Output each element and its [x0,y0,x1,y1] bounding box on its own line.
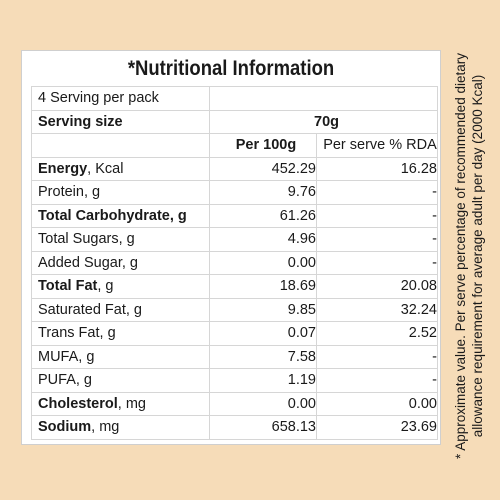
serving-size-row: Serving size 70g [31,109,438,134]
column-header-row: Per 100g Per serve % RDA [31,133,438,158]
table-row-sodium: Sodium, mg 658.13 23.69 [31,415,438,440]
nutrient-name: Sodium, mg [31,415,210,440]
nutrient-rda: 20.08 [316,274,438,299]
nutrient-name: PUFA, g [31,368,210,393]
nutrient-name: Cholesterol, mg [31,391,210,416]
table-row-energy: Energy, Kcal 452.29 16.28 [31,156,438,181]
nutrient-name: Total Fat, g [31,274,210,299]
servings-per-pack: 4 Serving per pack [31,86,210,111]
nutrient-rda: 0.00 [316,391,438,416]
table-row-saturated-fat: Saturated Fat, g 9.85 32.24 [31,297,438,322]
column-header-empty [31,133,210,158]
nutrition-table: 4 Serving per pack Serving size 70g Per … [31,86,438,440]
nutrient-rda: - [316,203,438,228]
nutrient-per-100g: 61.26 [209,203,317,228]
table-row-added-sugar: Added Sugar, g 0.00 - [31,250,438,275]
nutrient-rda: - [316,368,438,393]
nutrient-per-100g: 9.85 [209,297,317,322]
table-row-total-carbohydrate: Total Carbohydrate, g 61.26 - [31,203,438,228]
nutrient-name: MUFA, g [31,344,210,369]
nutrient-per-100g: 7.58 [209,344,317,369]
rda-footnote: * Approximate value. Per serve percentag… [452,46,486,466]
table-row-trans-fat: Trans Fat, g 0.07 2.52 [31,321,438,346]
table-row-cholesterol: Cholesterol, mg 0.00 0.00 [31,391,438,416]
nutrient-name: Total Sugars, g [31,227,210,252]
serving-size-label: Serving size [31,109,210,134]
nutrient-name: Energy, Kcal [31,156,210,181]
nutrition-panel: *Nutritional Information 4 Serving per p… [21,50,441,445]
nutrient-rda: 2.52 [316,321,438,346]
nutrient-per-100g: 0.07 [209,321,317,346]
nutrient-rda: 23.69 [316,415,438,440]
table-row-protein: Protein, g 9.76 - [31,180,438,205]
nutrient-name: Protein, g [31,180,210,205]
nutrient-name: Added Sugar, g [31,250,210,275]
servings-per-pack-empty [209,86,438,111]
footnote-line-2: allowance requirement for average adult … [470,74,485,438]
table-row-mufa: MUFA, g 7.58 - [31,344,438,369]
nutrient-rda: 32.24 [316,297,438,322]
nutrient-rda: - [316,227,438,252]
nutrient-per-100g: 0.00 [209,391,317,416]
column-header-rda: Per serve % RDA [316,133,438,158]
footnote-line-1: * Approximate value. Per serve percentag… [453,53,468,459]
nutrient-per-100g: 658.13 [209,415,317,440]
nutrient-per-100g: 18.69 [209,274,317,299]
table-row-total-sugars: Total Sugars, g 4.96 - [31,227,438,252]
nutrient-name: Saturated Fat, g [31,297,210,322]
nutrient-rda: - [316,250,438,275]
nutrient-per-100g: 1.19 [209,368,317,393]
column-header-per-100g: Per 100g [209,133,317,158]
nutrient-rda: - [316,344,438,369]
nutrient-per-100g: 452.29 [209,156,317,181]
nutrient-rda: 16.28 [316,156,438,181]
nutrient-name: Total Carbohydrate, g [31,203,210,228]
nutrient-per-100g: 9.76 [209,180,317,205]
nutrition-title: *Nutritional Information [127,57,335,80]
nutrient-per-100g: 4.96 [209,227,317,252]
nutrient-per-100g: 0.00 [209,250,317,275]
table-row-total-fat: Total Fat, g 18.69 20.08 [31,274,438,299]
nutrient-name: Trans Fat, g [31,321,210,346]
servings-per-pack-row: 4 Serving per pack [31,86,438,111]
serving-size-value: 70g [209,109,438,134]
nutrient-rda: - [316,180,438,205]
table-row-pufa: PUFA, g 1.19 - [31,368,438,393]
